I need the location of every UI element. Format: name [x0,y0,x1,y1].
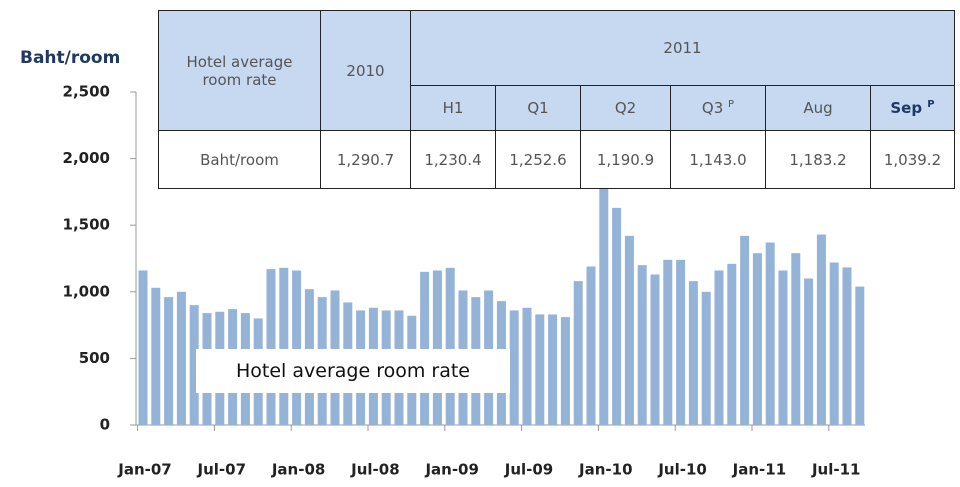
column-header: H1 [410,85,496,131]
x-tick-label: Jan-09 [424,461,478,479]
bar [791,253,801,425]
table-cell: 1,190.9 [580,130,671,189]
bar [688,281,698,425]
bar [266,269,276,425]
table-cell: 1,230.4 [410,130,496,189]
bar [573,281,583,425]
y-tick-label: 2,500 [63,83,110,101]
y-tick-label: 0 [100,416,110,434]
bar [599,187,609,425]
column-superscript: P [728,99,735,110]
x-tick-label: Jan-07 [117,461,171,479]
column-header: Q3 P [670,85,766,131]
table-header: Hotel average room rate [158,10,321,131]
x-tick-label: Jan-08 [271,461,325,479]
y-tick-label: 1,000 [63,282,110,300]
annotation: Hotel average room rate [196,349,510,393]
bar [138,270,148,425]
table-cell: 1,252.6 [495,130,581,189]
bar [778,270,788,425]
bar [445,267,455,425]
x-tick-label: Jul-08 [350,461,400,479]
x-tick-label: Jul-10 [657,461,707,479]
bar [663,259,673,425]
x-tick-label: Jan-10 [578,461,632,479]
table-cell: 1,290.7 [320,130,411,189]
x-tick-label: Jul-09 [504,461,554,479]
column-label: Aug [803,99,833,117]
bar [855,286,865,425]
column-header: Q2 [580,85,671,131]
bar [189,305,199,425]
bar [176,291,186,425]
column-superscript: P [927,99,935,110]
bar [509,310,519,425]
bar [727,263,737,425]
column-label: Q2 [614,99,637,117]
column-label: H1 [442,99,464,117]
x-tick-label: Jan-11 [732,461,786,479]
x-tick-label: Jul-07 [197,461,247,479]
column-label: Q3 [701,99,724,117]
bar [560,317,570,425]
bar [740,235,750,425]
column-label: Q1 [527,99,549,117]
table-cell: 1,143.0 [670,130,766,189]
y-tick-label: 500 [79,349,110,367]
bar [292,270,302,425]
bar [637,265,647,425]
bar [816,234,826,425]
bar [522,307,532,425]
bar [279,267,289,425]
y-tick-label: 1,500 [63,216,110,234]
column-label: Sep [890,99,923,117]
y-axis-label: Baht/room [20,48,120,68]
bar [765,242,775,425]
bar [535,314,545,425]
table-cell: 1,039.2 [870,130,955,189]
bar [420,271,430,425]
summary-table: Hotel average room rate 2010 2011 H1 Q1 Q2 Q3… [158,10,955,189]
x-tick-label: Jul-11 [811,461,861,479]
bar [714,270,724,425]
bar [624,235,634,425]
bar [829,262,839,425]
row-label: Baht/room [158,130,321,189]
table-cell: 1,183.2 [765,130,871,189]
bar [612,207,622,425]
table-header: 2010 [320,10,411,131]
bar [752,253,762,425]
bar [151,287,161,425]
y-tick-label: 2,000 [63,149,110,167]
bar [701,291,711,425]
bar [804,278,814,425]
bar [548,314,558,425]
bar [432,270,442,425]
bar [164,297,174,425]
column-header: Aug [765,85,871,131]
bar [650,274,660,425]
table-header: 2011 [410,10,955,86]
bar [586,266,596,425]
column-header: Q1 [495,85,581,131]
column-header: Sep P [870,85,955,131]
bar [842,267,852,425]
bar [676,259,686,425]
